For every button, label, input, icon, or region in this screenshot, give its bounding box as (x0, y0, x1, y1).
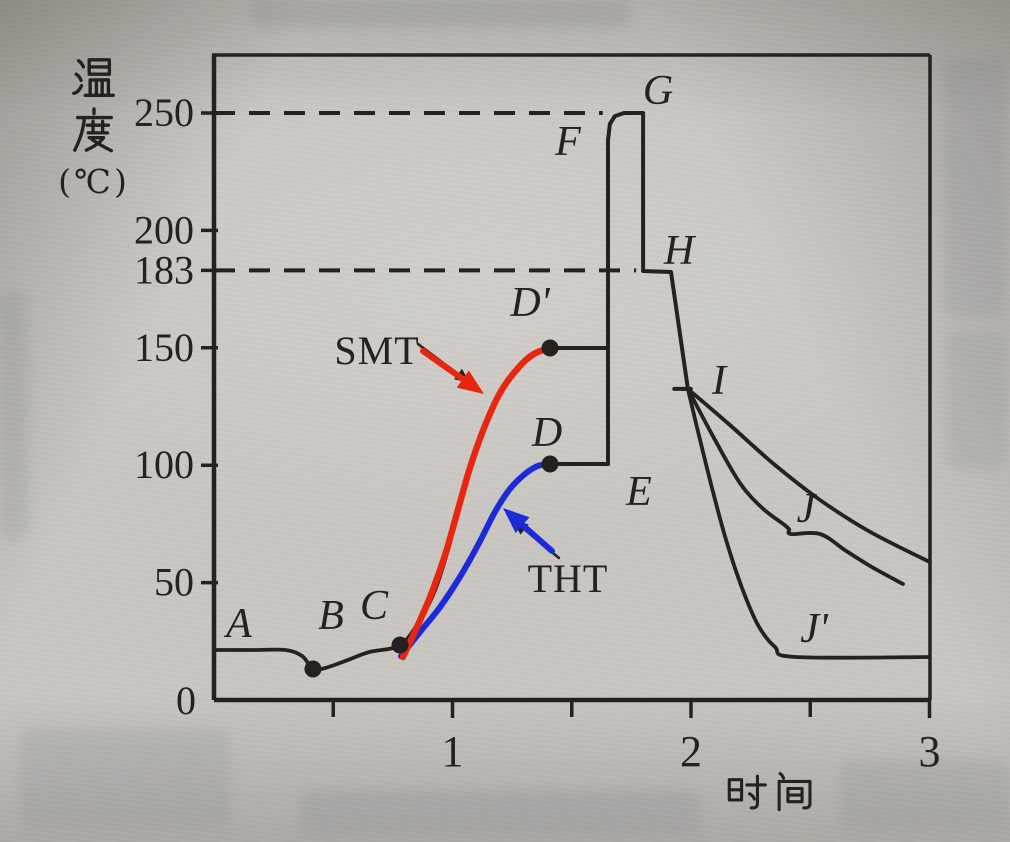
series-cooling-middle (686, 387, 905, 586)
glyph-shi (727, 774, 767, 810)
y-tick-label-183: 183 (134, 247, 194, 292)
x-tick-label-2: 2 (680, 727, 702, 776)
glyph-du (73, 107, 113, 153)
y-axis-unit: (℃) (58, 162, 130, 201)
point-label-G: G (643, 68, 673, 114)
callout-label-tht: THT (528, 556, 609, 601)
callout-arrow-smt-shaft (420, 348, 469, 384)
callout-arrow-tht-shaft (517, 520, 555, 554)
x-tick-label-1: 1 (442, 727, 464, 776)
marker-B (304, 660, 322, 678)
series-cooling-top (686, 387, 932, 564)
callout-arrow-tht-head (503, 508, 530, 534)
point-label-I: I (711, 358, 728, 404)
point-label-H: H (663, 228, 697, 274)
callout-arrow-smt-head (456, 370, 484, 394)
origin-label: 0 (176, 678, 196, 723)
marker-D (541, 455, 559, 473)
point-label-A: A (223, 601, 252, 647)
y-tick-label-50: 50 (154, 560, 194, 605)
x-axis-title (724, 770, 817, 814)
x-tick-label-3: 3 (919, 727, 941, 776)
point-label-E: E (625, 469, 652, 515)
glyph-jian (777, 771, 812, 812)
point-label-F: F (554, 119, 581, 165)
y-tick-label-250: 250 (134, 90, 194, 135)
point-label-B: B (318, 593, 344, 639)
y-axis-title: (℃) (58, 54, 127, 201)
series-smt (399, 344, 554, 661)
point-label-D: D (531, 410, 562, 456)
series-reflow-peak (606, 111, 690, 466)
marker-D-prime (541, 339, 559, 357)
series-cooling-bottom (686, 387, 932, 660)
y-tick-label-150: 150 (134, 325, 194, 370)
series-tht (398, 461, 553, 660)
marker-C (391, 636, 409, 654)
point-label-J: J (797, 486, 818, 532)
callout-label-smt: SMT (334, 328, 419, 373)
point-label-J-prime: J' (800, 606, 829, 652)
point-label-C: C (360, 583, 389, 629)
y-tick-label-200: 200 (134, 207, 194, 252)
glyph-wen (72, 58, 115, 97)
point-label-D-prime: D' (509, 280, 550, 326)
y-tick-label-100: 100 (134, 442, 194, 487)
